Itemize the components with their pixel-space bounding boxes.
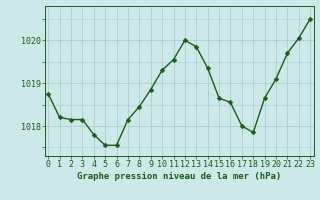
X-axis label: Graphe pression niveau de la mer (hPa): Graphe pression niveau de la mer (hPa) [77,172,281,181]
